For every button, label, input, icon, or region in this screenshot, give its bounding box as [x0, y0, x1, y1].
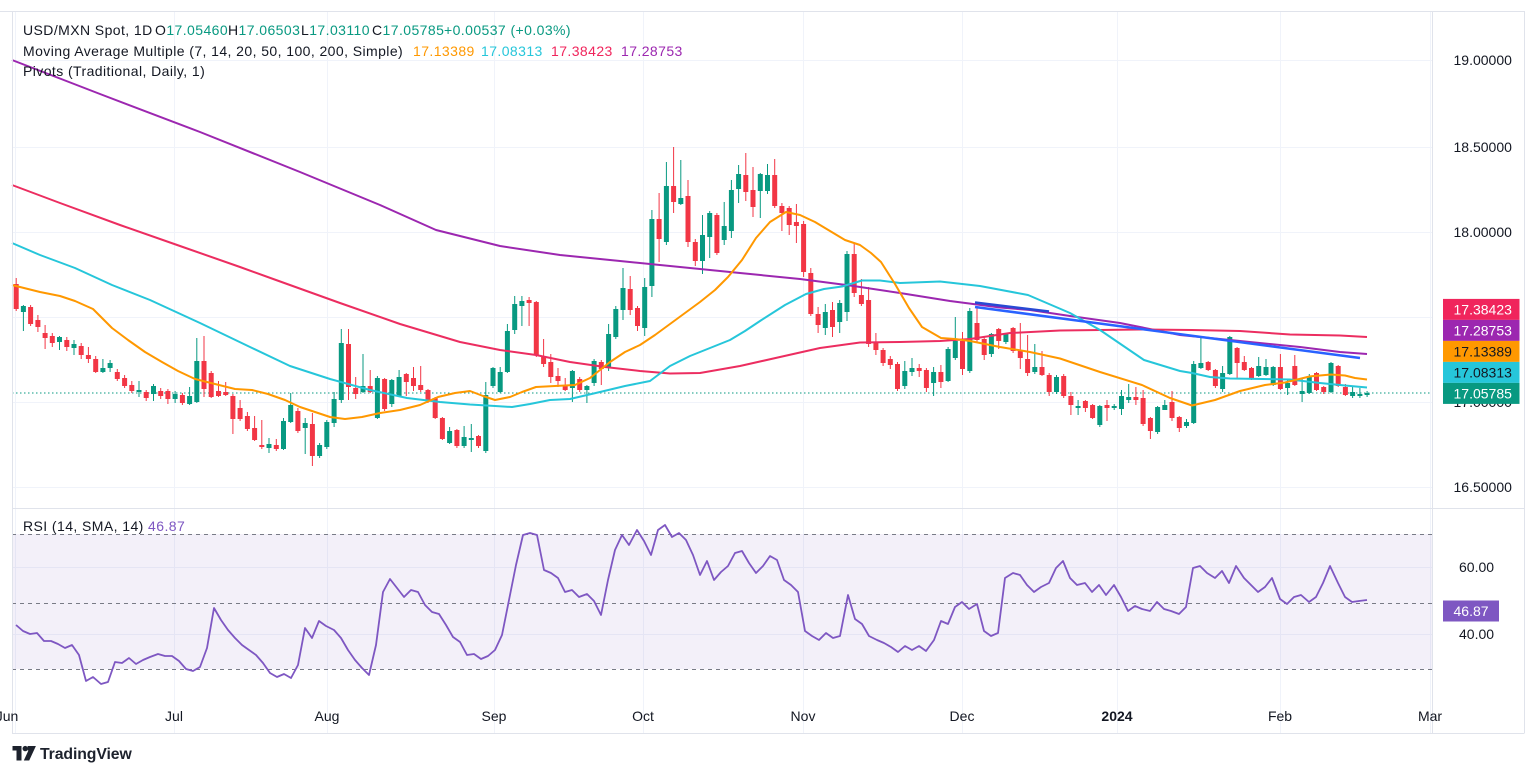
svg-text:17.05785: 17.05785	[1454, 385, 1513, 401]
svg-text:17.38423: 17.38423	[1454, 301, 1513, 317]
svg-text:46.87: 46.87	[1454, 603, 1489, 619]
svg-text:16.50000: 16.50000	[1454, 479, 1513, 495]
svg-text:Pivots (Traditional, Daily, 1): Pivots (Traditional, Daily, 1)	[23, 63, 205, 79]
svg-text:RSI (14, SMA, 14) 46.87: RSI (14, SMA, 14) 46.87	[23, 518, 185, 534]
svg-text:Nov: Nov	[791, 708, 816, 724]
svg-text:2024: 2024	[1101, 708, 1132, 724]
svg-text:18.50000: 18.50000	[1454, 139, 1513, 155]
svg-text:Aug: Aug	[315, 708, 340, 724]
svg-text:Sep: Sep	[482, 708, 507, 724]
svg-text:Jun: Jun	[0, 708, 18, 724]
svg-text:TradingView: TradingView	[40, 746, 132, 763]
svg-text:18.00000: 18.00000	[1454, 224, 1513, 240]
svg-text:60.00: 60.00	[1459, 559, 1494, 575]
svg-text:Feb: Feb	[1268, 708, 1292, 724]
svg-text:Mar: Mar	[1418, 708, 1442, 724]
svg-text:Dec: Dec	[950, 708, 975, 724]
svg-text:40.00: 40.00	[1459, 626, 1494, 642]
svg-text:Jul: Jul	[165, 708, 183, 724]
svg-text:17.28753: 17.28753	[1454, 322, 1513, 338]
svg-text:Oct: Oct	[632, 708, 654, 724]
svg-text:Moving Average Multiple (7, 14: Moving Average Multiple (7, 14, 20, 50, …	[23, 43, 683, 59]
svg-text:17.08313: 17.08313	[1454, 364, 1513, 380]
svg-text:19.00000: 19.00000	[1454, 52, 1513, 68]
svg-text:17.13389: 17.13389	[1454, 343, 1513, 359]
